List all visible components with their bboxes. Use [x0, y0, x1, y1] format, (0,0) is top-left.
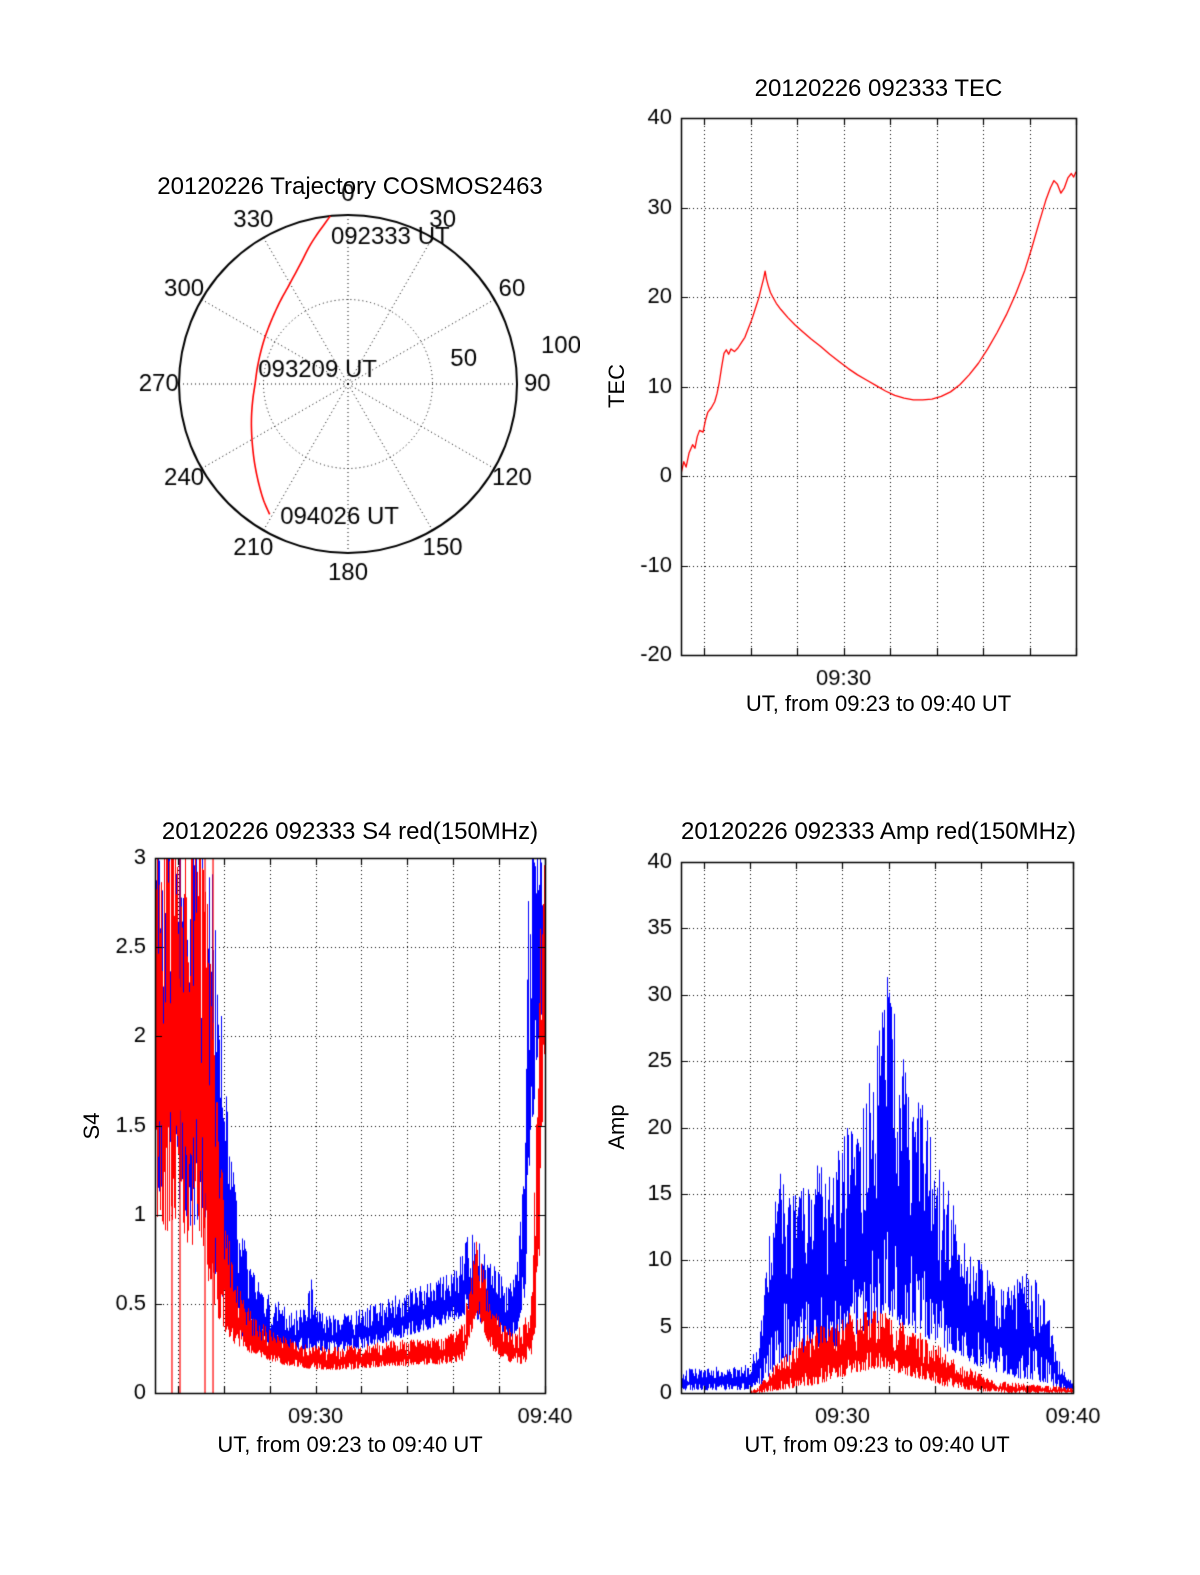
s4-plot-canvas [60, 810, 580, 1450]
tec-x-axis-label: UT, from 09:23 to 09:40 UT [745, 691, 1012, 716]
amp-plot-canvas [600, 810, 1120, 1450]
amp-x-axis-label: UT, from 09:23 to 09:40 UT [744, 1432, 1010, 1457]
trajectory-polar-canvas [120, 160, 580, 620]
s4-x-axis-label: UT, from 09:23 to 09:40 UT [217, 1432, 483, 1457]
tec-plot-canvas [600, 70, 1100, 710]
